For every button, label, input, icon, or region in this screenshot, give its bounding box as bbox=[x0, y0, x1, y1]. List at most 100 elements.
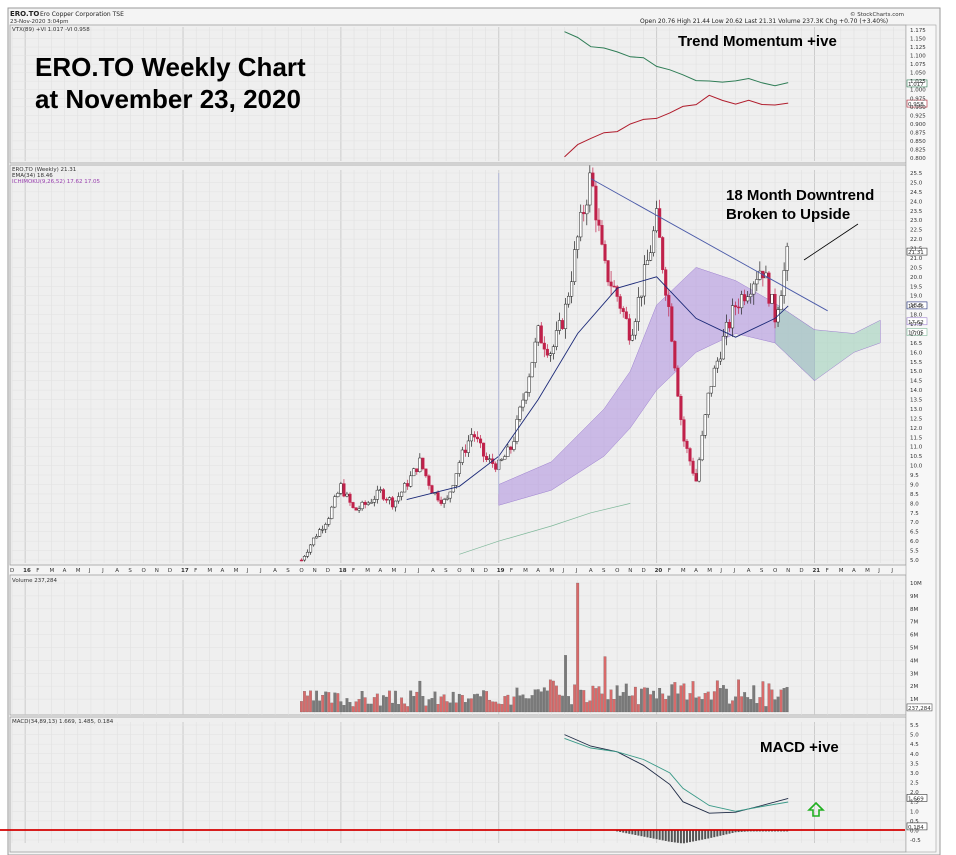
vortex-indicator: 1.017 0.958 bbox=[564, 31, 928, 158]
y-tick-label: 23.0 bbox=[910, 218, 923, 224]
candle bbox=[582, 212, 586, 215]
y-tick-label: 6.0 bbox=[910, 539, 919, 545]
y-tick-label: 10M bbox=[910, 581, 922, 587]
y-tick-label: 23.5 bbox=[910, 209, 923, 215]
y-tick-label: 5.5 bbox=[910, 723, 919, 729]
y-tick-label: 5.5 bbox=[910, 549, 919, 555]
macd-legend: MACD(34,89,13) 1.669, 1.485, 0.184 bbox=[12, 719, 114, 725]
macd-histogram-bar bbox=[764, 830, 767, 832]
volume-bar bbox=[518, 695, 522, 713]
candle bbox=[621, 308, 625, 312]
x-tick-label: J bbox=[890, 568, 893, 574]
volume-bar bbox=[315, 690, 319, 713]
annotation-pointer bbox=[803, 223, 859, 261]
candle bbox=[524, 392, 528, 401]
x-tick-label: S bbox=[444, 568, 448, 574]
candle bbox=[375, 489, 379, 500]
volume-bar bbox=[758, 697, 762, 713]
volume-bar bbox=[630, 695, 634, 713]
company-label: Ero Copper Corporation TSE bbox=[40, 11, 124, 18]
y-tick-label: 9M bbox=[910, 594, 918, 600]
y-tick-label: 1.050 bbox=[910, 71, 926, 77]
candle bbox=[779, 295, 783, 310]
volume-bar bbox=[300, 701, 303, 713]
volume-bar bbox=[643, 687, 646, 713]
vtx-last-value: 1.017 bbox=[908, 82, 924, 88]
candle bbox=[585, 204, 589, 215]
macd-histogram-bar bbox=[682, 830, 685, 844]
x-tick-label: D bbox=[641, 568, 645, 574]
candle bbox=[630, 334, 634, 341]
vtx-last-value-box bbox=[906, 79, 928, 88]
y-tick-label: 22.5 bbox=[910, 228, 923, 234]
volume-bar bbox=[785, 687, 789, 713]
x-tick-label: F bbox=[36, 568, 39, 574]
candle bbox=[363, 501, 367, 505]
volume-bar bbox=[773, 699, 777, 713]
volume-bar bbox=[433, 691, 437, 713]
volume-bar bbox=[460, 695, 464, 713]
candle bbox=[706, 392, 710, 415]
volume-bar bbox=[530, 695, 534, 713]
candle bbox=[381, 489, 385, 500]
macd-histogram-bar bbox=[631, 830, 634, 835]
x-tick-label: S bbox=[602, 568, 606, 574]
macd-histogram-bar bbox=[655, 830, 658, 840]
axis-labels: D 16 F M A M J J A S O N D 17 F M A M J J A S O N D 18 F M A M J J A S O N D… bbox=[10, 28, 926, 844]
candle bbox=[636, 297, 640, 322]
x-tick-label: A bbox=[747, 568, 751, 574]
volume-bar bbox=[430, 698, 434, 713]
x-tick-label: A bbox=[852, 568, 856, 574]
vtx-legend: VTX(89) +VI 1.017 -VI 0.958 bbox=[12, 27, 90, 33]
candle bbox=[482, 442, 486, 457]
x-tick-label: A bbox=[431, 568, 435, 574]
y-tick-label: 2.0 bbox=[910, 790, 919, 796]
volume-bar bbox=[397, 704, 400, 713]
volume-bar bbox=[755, 703, 759, 713]
volume-bar bbox=[342, 705, 346, 713]
chart-title-line1: ERO.TO Weekly Chart bbox=[35, 52, 306, 82]
x-tick-label: S bbox=[128, 568, 132, 574]
volume-bar bbox=[491, 701, 495, 713]
x-tick-label: A bbox=[115, 568, 119, 574]
candle bbox=[633, 321, 637, 336]
candle bbox=[357, 508, 361, 511]
y-tick-label: 0.900 bbox=[910, 122, 926, 128]
candle bbox=[527, 376, 531, 393]
volume-bar bbox=[354, 701, 358, 713]
volume-bar bbox=[306, 695, 309, 713]
y-tick-label: 2M bbox=[910, 684, 918, 690]
volume-bar bbox=[782, 688, 786, 713]
candle bbox=[758, 270, 762, 280]
y-tick-label: 6.5 bbox=[910, 530, 919, 536]
volume-bar bbox=[725, 688, 728, 713]
x-tick-label: F bbox=[826, 568, 829, 574]
y-tick-label: 4.0 bbox=[910, 752, 919, 758]
candle bbox=[475, 436, 480, 440]
volume-bar bbox=[752, 685, 756, 713]
volume-bar bbox=[418, 680, 422, 713]
y-tick-label: 24.5 bbox=[910, 190, 923, 196]
macd-histogram-bar bbox=[649, 830, 652, 838]
candle bbox=[393, 500, 398, 508]
candle bbox=[518, 406, 522, 420]
volume-bar bbox=[694, 697, 698, 713]
volume-bar bbox=[545, 690, 549, 713]
candle bbox=[721, 335, 725, 360]
x-tick-label: M bbox=[839, 568, 844, 574]
macd-histogram-bar bbox=[689, 830, 692, 843]
y-tick-label: 4M bbox=[910, 658, 918, 664]
x-tick-label: M bbox=[234, 568, 239, 574]
candle bbox=[451, 485, 455, 493]
candle bbox=[384, 498, 388, 501]
downtrend-line: 21.31 18.46 17.62 17.05 bbox=[498, 173, 928, 494]
y-tick-label: 19.0 bbox=[910, 294, 923, 300]
y-tick-label: 1.150 bbox=[910, 37, 926, 43]
candle bbox=[606, 260, 610, 283]
macd-histogram-bar bbox=[698, 830, 701, 841]
y-tick-label: 0.5 bbox=[910, 819, 919, 825]
volume-bar bbox=[627, 695, 631, 713]
price-panel bbox=[9, 164, 907, 566]
x-tick-label: F bbox=[194, 568, 197, 574]
volume-bars: 237,284 bbox=[300, 582, 933, 713]
